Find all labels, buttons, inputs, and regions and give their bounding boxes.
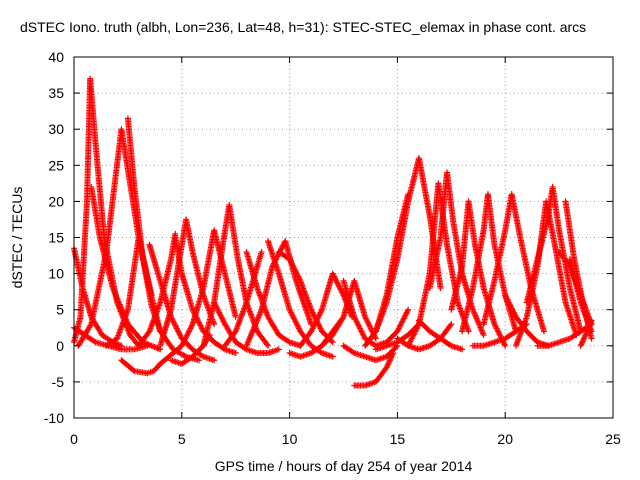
y-tick-label: -5	[52, 374, 65, 390]
x-axis-label: GPS time / hours of day 254 of year 2014	[215, 458, 473, 474]
data-point-marker	[130, 367, 137, 374]
data-point-marker	[91, 338, 98, 345]
x-tick-label: 10	[282, 431, 298, 447]
x-tick-label: 5	[178, 431, 186, 447]
x-tick-label: 20	[497, 431, 513, 447]
y-tick-label: 20	[48, 193, 64, 209]
x-tick-label: 15	[390, 431, 406, 447]
y-axis-label: dSTEC / TECUs	[9, 187, 25, 289]
y-tick-label: 30	[48, 121, 64, 137]
y-tick-label: 15	[48, 230, 64, 246]
y-tick-label: 0	[56, 338, 64, 354]
x-tick-label: 25	[605, 431, 621, 447]
data-point-marker	[87, 322, 94, 329]
axis-ticks: 0 5 10 15 20 25 -10 -5 0 5 10 15 20 25 30 35 40	[44, 49, 621, 447]
y-tick-label: 25	[48, 157, 64, 173]
data-point-marker	[211, 357, 218, 364]
y-tick-label: -10	[44, 410, 64, 426]
x-tick-label: 0	[70, 431, 78, 447]
y-tick-label: 40	[48, 49, 64, 65]
y-tick-label: 5	[56, 302, 64, 318]
y-tick-label: 35	[48, 85, 64, 101]
data-point-marker	[196, 357, 203, 364]
data-points	[71, 75, 595, 389]
y-tick-label: 10	[48, 266, 64, 282]
chart-title: dSTEC Iono. truth (albh, Lon=236, Lat=48…	[20, 19, 586, 35]
grid-lines	[74, 57, 613, 418]
data-point-marker	[232, 350, 239, 357]
